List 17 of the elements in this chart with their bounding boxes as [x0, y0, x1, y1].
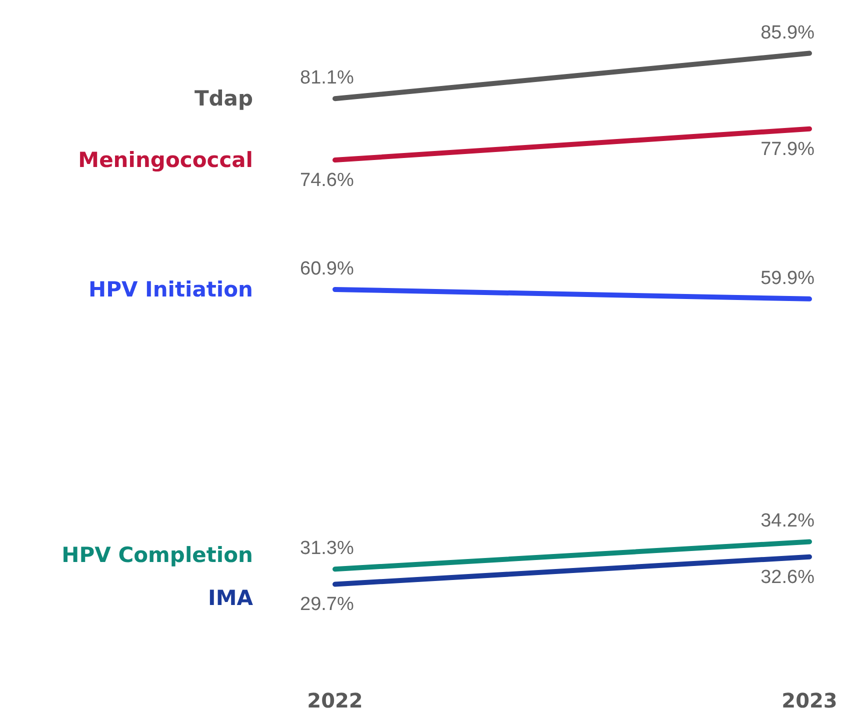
text: IMA	[208, 586, 254, 610]
x-tick-label: 2023	[782, 688, 838, 710]
data-label: 32.6%	[760, 566, 815, 588]
x-tick-label: 2022	[307, 688, 363, 710]
data-label: 34.2%	[760, 510, 815, 532]
text: HPV Completion	[62, 543, 254, 568]
text: Meningococcal	[78, 148, 254, 172]
data-label: 29.7%	[300, 594, 354, 616]
data-label: 74.6%	[300, 170, 354, 192]
data-label: 77.9%	[760, 138, 815, 160]
data-label: 81.1%	[300, 68, 354, 89]
text: Tdap	[194, 86, 254, 111]
data-label: 59.9%	[760, 268, 815, 289]
data-label: 60.9%	[300, 258, 354, 280]
data-label: 31.3%	[300, 538, 354, 560]
data-label: 85.9%	[760, 22, 815, 44]
text: HPV Initiation	[88, 277, 254, 302]
